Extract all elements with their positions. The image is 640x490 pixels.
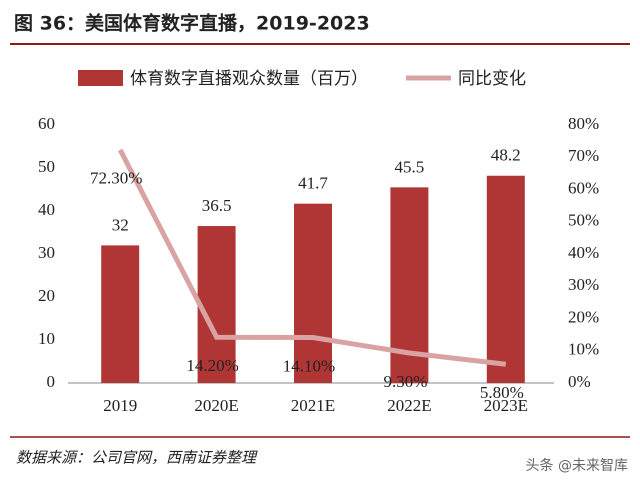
bar-label: 32 [112, 215, 129, 234]
y2-tick-label: 40% [568, 243, 599, 262]
x-tick-label: 2019 [103, 396, 137, 415]
y2-tick-label: 0% [568, 372, 591, 391]
y-tick-label: 40 [38, 200, 55, 219]
line [117, 148, 507, 367]
legend-label: 同比变化 [458, 69, 526, 89]
line-label: 14.20% [186, 356, 238, 375]
y-tick-label: 30 [38, 243, 55, 262]
y2-tick-label: 20% [568, 307, 599, 326]
line-label: 5.80% [480, 383, 524, 402]
x-tick-label: 2020E [194, 396, 238, 415]
y2-tick-label: 10% [568, 340, 599, 359]
y-tick-label: 60 [38, 114, 55, 133]
y2-tick-label: 60% [568, 178, 599, 197]
y2-tick-label: 70% [568, 146, 599, 165]
bar [197, 226, 236, 383]
x-tick-label: 2021E [291, 396, 335, 415]
y-tick-label: 10 [38, 329, 55, 348]
line-label: 14.10% [283, 356, 335, 375]
x-tick-label: 2023E [484, 396, 528, 415]
line-label: 9.30% [383, 372, 427, 391]
y2-tick-label: 50% [568, 211, 599, 230]
y2-tick-label: 30% [568, 275, 599, 294]
x-tick-label: 2022E [387, 396, 431, 415]
source: 数据来源：公司官网，西南证券整理 [16, 449, 258, 467]
y-tick-label: 20 [38, 286, 55, 305]
y2-tick-label: 80% [568, 114, 599, 133]
chart-title: 图 36：美国体育数字直播，2019-2023 [14, 12, 370, 35]
y-tick-label: 0 [47, 372, 56, 391]
bar-label: 41.7 [298, 174, 328, 193]
bar [294, 203, 332, 383]
legend-label: 体育数字直播观众数量（百万） [130, 69, 368, 89]
bar-label: 36.5 [202, 196, 232, 215]
line-label: 72.30% [90, 169, 142, 188]
legend-swatch [78, 70, 123, 86]
watermark: 头条 @未来智库 [526, 457, 628, 474]
bar-label: 48.2 [491, 146, 521, 165]
y-tick-label: 50 [38, 157, 55, 176]
bar-label: 45.5 [395, 157, 425, 176]
bar [101, 245, 140, 383]
bar [486, 175, 525, 383]
